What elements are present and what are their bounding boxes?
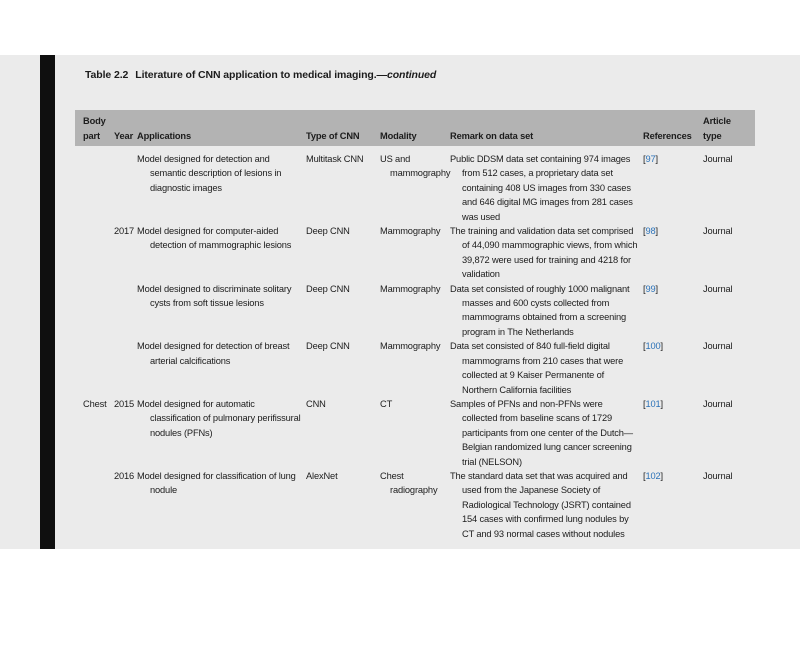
cell-type-of-cnn: Deep CNN xyxy=(306,226,350,237)
table-header-row: Body part Year Applications Type of CNN … xyxy=(75,110,755,146)
cell-article-type: Journal xyxy=(703,470,733,481)
reference-bracket-open: [ xyxy=(643,398,646,409)
column-header-remark: Remark on data set xyxy=(450,130,534,141)
cell-article-type: Journal xyxy=(703,398,733,409)
literature-table: Body part Year Applications Type of CNN … xyxy=(75,110,755,541)
cell-article-type: Journal xyxy=(703,226,733,237)
reference-bracket-open: [ xyxy=(643,341,646,352)
cell-remark: Public DDSM data set containing 974 imag… xyxy=(450,154,633,222)
reference-link[interactable]: 98 xyxy=(645,226,656,237)
cell-modality: Mammography xyxy=(380,341,441,352)
column-header-modality: Modality xyxy=(380,130,417,141)
cell-year: 2017 xyxy=(114,226,135,237)
cell-remark: Data set consisted of roughly 1000 malig… xyxy=(450,283,630,337)
column-header-body-part: Body part xyxy=(83,116,106,141)
table-row: Model designed for detection and semanti… xyxy=(75,152,755,224)
cell-remark: Samples of PFNs and non-PFNs were collec… xyxy=(450,398,633,467)
reference-link[interactable]: 99 xyxy=(645,283,656,294)
cell-applications: Model designed for detection and semanti… xyxy=(137,154,282,193)
cell-modality: US and mammography xyxy=(380,154,451,179)
cell-applications: Model designed for computer-aided detect… xyxy=(137,226,292,251)
reference-bracket-open: [ xyxy=(643,226,646,237)
reference-bracket-close: ] xyxy=(655,154,658,164)
reference-bracket-close: ] xyxy=(660,470,664,481)
reference-bracket-close: ] xyxy=(660,398,664,409)
cell-remark: The training and validation data set com… xyxy=(450,226,638,280)
reference-bracket-open: [ xyxy=(643,283,646,294)
cell-applications: Model designed for detection of breast a… xyxy=(137,341,290,366)
cell-modality: Mammography xyxy=(380,283,441,294)
cell-reference: [102] xyxy=(640,469,698,483)
column-header-type-of-cnn: Type of CNN xyxy=(306,130,360,141)
column-header-year: Year xyxy=(114,130,134,141)
reference-bracket-open: [ xyxy=(643,154,646,164)
reference-link[interactable]: 101 xyxy=(645,398,661,409)
reference-link[interactable]: 100 xyxy=(645,341,661,352)
cell-body-part: Chest xyxy=(83,398,107,409)
table-title-continued: continued xyxy=(386,69,437,81)
table-title-text: Literature of CNN application to medical… xyxy=(135,69,387,81)
reference-link[interactable]: 102 xyxy=(645,470,661,481)
table-row: 2016 Model designed for classification of… xyxy=(75,469,755,541)
reference-bracket-close: ] xyxy=(660,341,664,352)
cell-reference: [98] xyxy=(640,224,698,238)
reference-link[interactable]: 97 xyxy=(645,154,656,164)
book-page: Table 2.2 Literature of CNN application t… xyxy=(0,55,800,549)
cell-applications: Model designed to discriminate solitary … xyxy=(137,283,292,309)
cell-article-type: Journal xyxy=(703,283,733,294)
cell-type-of-cnn: Deep CNN xyxy=(306,341,350,352)
cell-modality: Mammography xyxy=(380,226,441,237)
reference-bracket-close: ] xyxy=(655,283,658,294)
table-row: Model designed for detection of breast a… xyxy=(75,339,755,397)
cell-type-of-cnn: Deep CNN xyxy=(306,283,350,294)
cell-type-of-cnn: Multitask CNN xyxy=(306,154,364,164)
cell-article-type: Journal xyxy=(703,154,733,164)
cell-modality: Chest radiography xyxy=(380,470,438,496)
cell-reference: [97] xyxy=(640,152,698,166)
table-row: Chest 2015 Model designed for automatic cl… xyxy=(75,397,755,469)
reference-bracket-open: [ xyxy=(643,470,646,481)
cell-type-of-cnn: AlexNet xyxy=(306,470,338,481)
cell-year: 2016 xyxy=(114,470,135,481)
cell-type-of-cnn: CNN xyxy=(306,398,326,409)
cell-reference: [99] xyxy=(640,282,698,296)
cell-applications: Model designed for automatic classificat… xyxy=(137,398,301,438)
cell-year: 2015 xyxy=(114,398,135,409)
table-row: 2017 Model designed for computer-aided de… xyxy=(75,224,755,282)
reference-bracket-close: ] xyxy=(655,226,658,237)
cell-applications: Model designed for classification of lun… xyxy=(137,470,296,496)
cell-remark: Data set consisted of 840 full-field dig… xyxy=(450,341,624,395)
table-body: Model designed for detection and semanti… xyxy=(75,152,755,541)
table-row: Model designed to discriminate solitary … xyxy=(75,282,755,340)
column-header-article-type: Article type xyxy=(703,116,731,141)
cell-article-type: Journal xyxy=(703,341,733,352)
cell-remark: The standard data set that was acquired … xyxy=(450,470,631,539)
cell-modality: CT xyxy=(380,398,393,409)
column-header-applications: Applications xyxy=(137,130,191,141)
cell-reference: [101] xyxy=(640,397,698,411)
table-title-label: Table 2.2 xyxy=(85,69,129,81)
cell-reference: [100] xyxy=(640,339,698,353)
column-header-references: References xyxy=(643,130,692,141)
table-title: Table 2.2 Literature of CNN application t… xyxy=(85,69,800,82)
book-spine-bar xyxy=(40,55,55,549)
